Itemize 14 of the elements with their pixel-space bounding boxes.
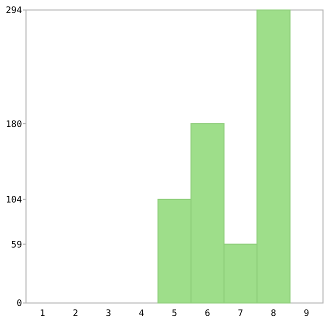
x-tick-label: 3 xyxy=(106,309,112,319)
y-tick-label: 0 xyxy=(16,299,22,310)
x-tick-label: 5 xyxy=(172,309,178,319)
y-tick-label: 180 xyxy=(6,120,22,130)
x-tick-label: 7 xyxy=(238,309,244,319)
y-tick-label: 104 xyxy=(6,196,22,206)
y-tick-label: 59 xyxy=(11,240,22,250)
x-tick-label: 9 xyxy=(304,309,310,319)
x-tick-label: 6 xyxy=(204,309,210,319)
x-tick-label: 8 xyxy=(270,309,276,319)
y-tick-label: 294 xyxy=(6,6,22,16)
x-tick-label: 4 xyxy=(138,309,144,319)
x-tick-label: 1 xyxy=(40,309,46,319)
x-tick-label: 2 xyxy=(72,309,78,319)
